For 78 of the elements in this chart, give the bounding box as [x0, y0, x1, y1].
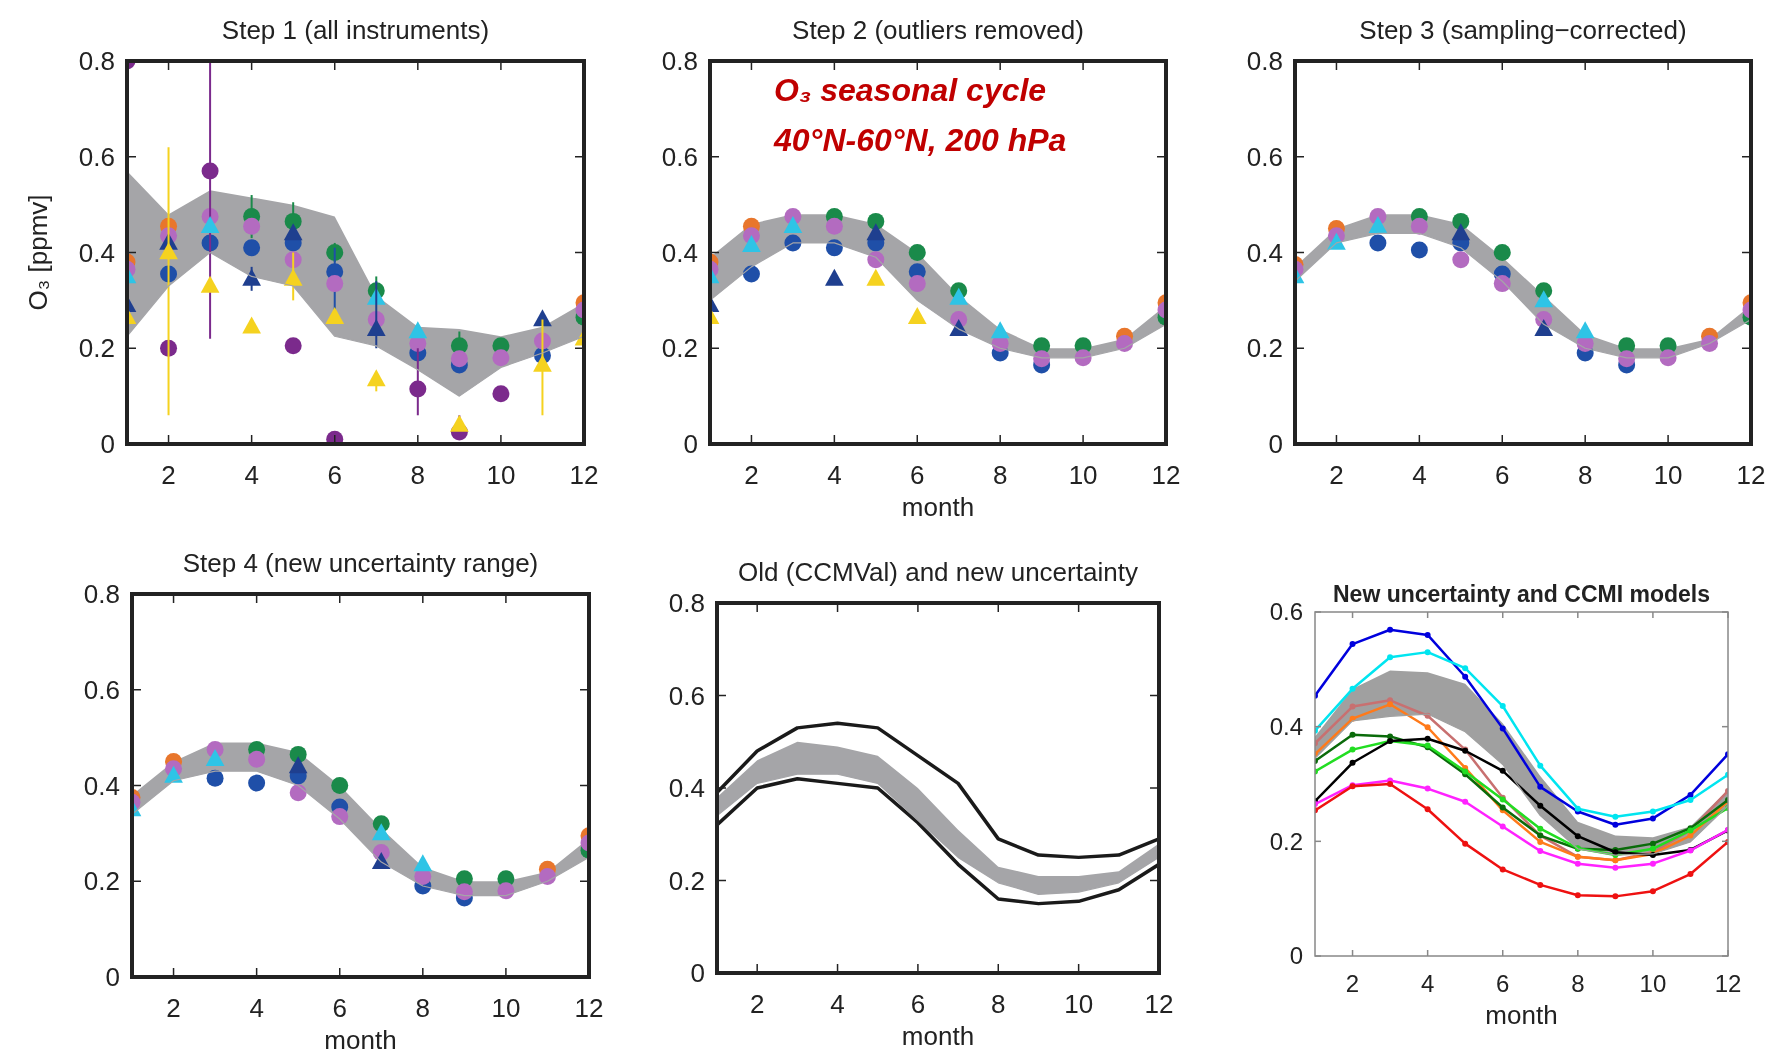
x-tick-label: 2: [166, 993, 181, 1023]
y-tick-label: 0.8: [661, 46, 698, 77]
y-tick-label: 0: [105, 962, 120, 993]
y-tick-label: 0.6: [78, 141, 115, 172]
x-tick-label: 8: [992, 460, 1008, 490]
x-axis-title: month: [901, 1021, 975, 1051]
x-tick-label: 10: [1064, 989, 1094, 1019]
y-tick-label: 0.6: [661, 141, 698, 172]
chart-title: New uncertainty and CCMI models: [1332, 581, 1711, 607]
x-tick-label: 4: [827, 460, 842, 490]
y-tick-label: 0.6: [668, 680, 705, 711]
y-tick-label: 0.4: [661, 237, 698, 268]
y-tick-label: 0.6: [1246, 141, 1283, 172]
x-tick-label: 10: [1639, 970, 1667, 997]
y-tick-label: 0: [1289, 942, 1303, 970]
chart-title: Step 2 (outliers removed): [792, 15, 1084, 45]
y-tick-label: 0: [100, 429, 115, 460]
x-tick-label: 2: [1329, 460, 1344, 490]
x-tick-label: 2: [749, 989, 765, 1019]
x-axis-title: month: [1485, 1000, 1558, 1030]
x-tick-label: 12: [574, 993, 604, 1023]
y-tick-label: 0.2: [668, 865, 705, 896]
y-tick-label: 0.4: [78, 237, 115, 268]
x-tick-label: 8: [410, 460, 426, 490]
x-tick-label: 12: [1151, 460, 1181, 490]
y-tick-label: 0: [683, 429, 698, 460]
chart-title: Step 1 (all instruments): [221, 15, 490, 45]
x-tick-label: 6: [1495, 460, 1510, 490]
y-tick-label: 0.2: [83, 866, 120, 897]
x-tick-label: 8: [991, 989, 1006, 1019]
x-axis-title: month: [324, 1025, 397, 1055]
x-tick-label: 12: [569, 460, 599, 490]
x-tick-label: 6: [910, 460, 925, 490]
chart-title: Old (CCMVal) and new uncertainty: [738, 557, 1138, 587]
annotation: O₃ seasonal cycle: [774, 72, 1047, 108]
x-tick-label: 2: [161, 460, 176, 490]
x-tick-label: 4: [1420, 970, 1435, 997]
y-tick-label: 0.4: [83, 770, 120, 801]
y-tick-label: 0.8: [78, 46, 115, 77]
chart-title: Step 3 (sampling−corrected): [1359, 15, 1687, 45]
x-tick-label: 4: [244, 460, 259, 490]
y-tick-label: 0: [1268, 429, 1283, 460]
y-tick-label: 0.2: [78, 333, 115, 364]
x-tick-label: 6: [910, 989, 926, 1019]
y-tick-label: 0.8: [83, 579, 120, 610]
y-tick-label: 0.2: [1269, 827, 1303, 855]
y-tick-label: 0.4: [1269, 713, 1303, 741]
x-tick-label: 2: [1345, 970, 1360, 997]
x-tick-label: 12: [1736, 460, 1766, 490]
x-axis-title: month: [901, 492, 975, 522]
annotation: 40°N-60°N, 200 hPa: [773, 122, 1067, 158]
x-tick-label: 2: [744, 460, 759, 490]
x-tick-label: 4: [830, 989, 845, 1019]
x-tick-label: 10: [1653, 460, 1683, 490]
x-tick-label: 12: [1714, 970, 1742, 997]
x-tick-label: 4: [249, 993, 264, 1023]
y-tick-label: 0.8: [668, 588, 705, 619]
x-tick-label: 4: [1412, 460, 1427, 490]
y-tick-label: 0: [690, 958, 705, 989]
x-tick-label: 6: [1496, 970, 1510, 997]
y-tick-label: 0.4: [668, 773, 705, 804]
x-tick-label: 6: [327, 460, 342, 490]
y-axis-title: O₃ [ppmv]: [23, 194, 53, 311]
x-tick-label: 8: [1577, 460, 1593, 490]
y-tick-label: 0.8: [1246, 46, 1283, 77]
chart-title: Step 4 (new uncertainty range): [182, 548, 539, 578]
y-tick-label: 0.6: [1269, 598, 1303, 626]
x-tick-label: 12: [1144, 989, 1174, 1019]
x-tick-label: 10: [486, 460, 516, 490]
y-tick-label: 0.6: [83, 674, 120, 705]
y-tick-label: 0.2: [661, 333, 698, 364]
x-tick-label: 8: [415, 993, 431, 1023]
x-tick-label: 10: [491, 993, 521, 1023]
x-tick-label: 6: [332, 993, 347, 1023]
y-tick-label: 0.2: [1246, 333, 1283, 364]
x-tick-label: 10: [1068, 460, 1098, 490]
x-tick-label: 8: [1571, 970, 1585, 997]
y-tick-label: 0.4: [1246, 237, 1283, 268]
